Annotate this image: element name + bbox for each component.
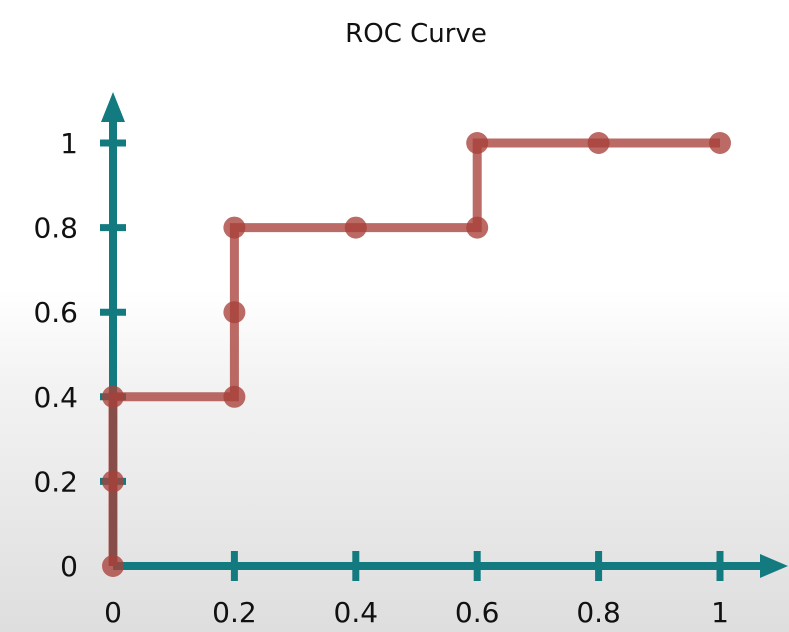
y-axis-arrow-icon <box>101 92 125 122</box>
roc-points <box>102 132 731 577</box>
x-tick-label: 0.8 <box>576 596 621 629</box>
y-tick-label: 0.6 <box>33 296 78 329</box>
x-tick-label: 1 <box>711 596 729 629</box>
roc-curve-line <box>108 138 720 566</box>
y-tick-label: 0.4 <box>33 381 78 414</box>
roc-point <box>102 470 124 493</box>
y-tick-label: 0.8 <box>33 212 78 245</box>
roc-curve <box>108 138 720 566</box>
x-tick-label: 0 <box>104 596 122 629</box>
x-axis-ticks: 0 0.2 0.4 0.6 0.8 1 <box>104 551 729 629</box>
roc-point <box>466 216 489 239</box>
axes <box>101 92 788 578</box>
roc-point <box>102 555 124 577</box>
y-tick-label: 0 <box>60 550 78 583</box>
roc-point <box>223 385 246 408</box>
roc-point <box>709 132 731 154</box>
x-axis-arrow-icon <box>760 554 788 578</box>
chart-title: ROC Curve <box>345 19 487 49</box>
x-tick-label: 0.4 <box>334 596 379 629</box>
y-tick-label: 1 <box>60 127 78 160</box>
y-tick-label: 0.2 <box>33 465 78 498</box>
roc-point <box>466 132 489 154</box>
x-tick-label: 0.2 <box>212 596 257 629</box>
x-tick-label: 0.6 <box>455 596 500 629</box>
roc-point <box>223 301 246 324</box>
roc-point <box>223 216 246 239</box>
roc-point <box>102 385 124 408</box>
roc-point <box>587 132 610 154</box>
roc-point <box>344 216 367 239</box>
